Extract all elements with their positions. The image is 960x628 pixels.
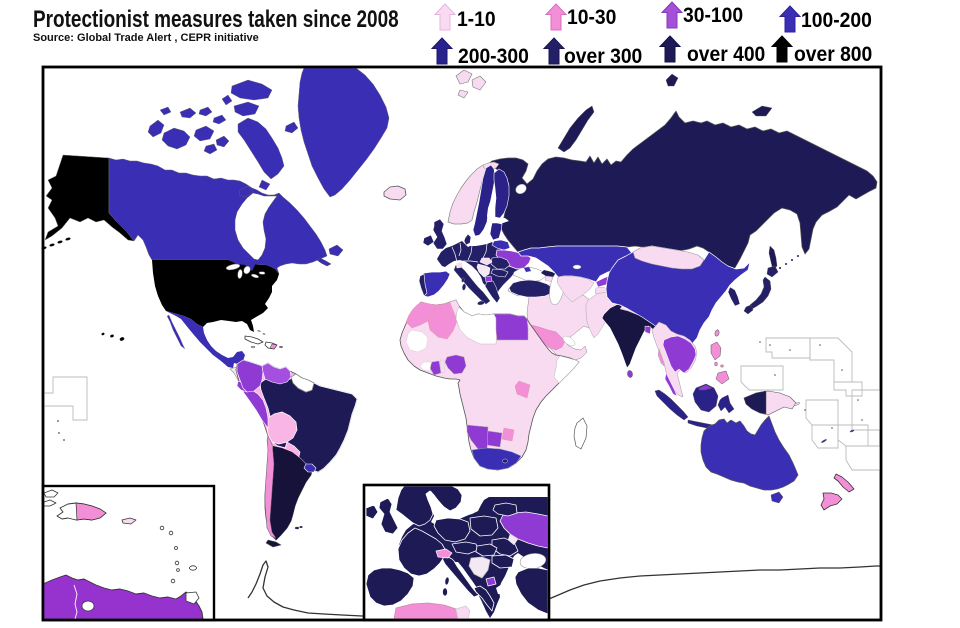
svg-text:200-300: 200-300 <box>458 45 529 68</box>
svg-text:30-100: 30-100 <box>683 4 743 27</box>
svg-text:100-200: 100-200 <box>801 9 872 32</box>
svg-text:10-30: 10-30 <box>567 6 616 29</box>
svg-text:over 800: over 800 <box>794 43 872 66</box>
svg-text:1-10: 1-10 <box>457 8 496 31</box>
svg-text:over 400: over 400 <box>687 43 765 66</box>
svg-text:over 300: over 300 <box>564 45 642 68</box>
